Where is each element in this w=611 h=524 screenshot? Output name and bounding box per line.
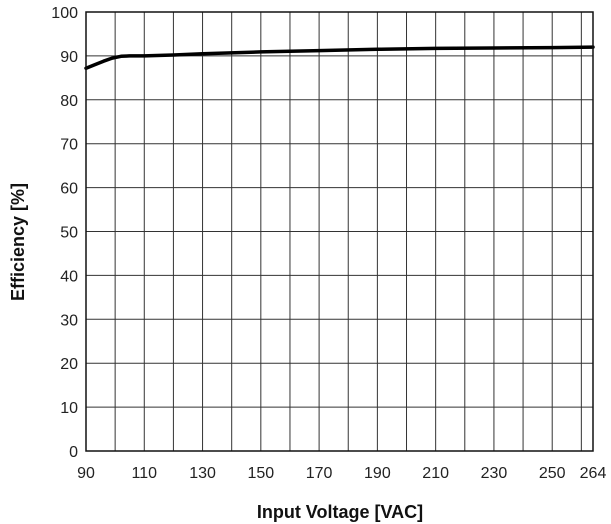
y-tick-label-90: 90 bbox=[60, 49, 78, 66]
x-tick-label-90: 90 bbox=[77, 465, 95, 482]
y-axis-title: Efficiency [%] bbox=[8, 183, 28, 301]
y-tick-label-30: 30 bbox=[60, 312, 78, 329]
y-tick-label-80: 80 bbox=[60, 93, 78, 110]
x-axis-title: Input Voltage [VAC] bbox=[257, 502, 423, 522]
x-tick-label-230: 230 bbox=[481, 465, 508, 482]
plot-frame bbox=[85, 11, 594, 452]
x-tick-label-250: 250 bbox=[539, 465, 566, 482]
x-tick-label-150: 150 bbox=[247, 465, 274, 482]
x-tick-label-170: 170 bbox=[306, 465, 333, 482]
x-tick-label-190: 190 bbox=[364, 465, 391, 482]
y-tick-label-0: 0 bbox=[69, 444, 78, 461]
x-tick-label-210: 210 bbox=[422, 465, 449, 482]
grid-lines bbox=[85, 11, 594, 452]
tick-labels: 90 110 130 150 170 190 210 230 250 264 0 10 20 30 40 50… bbox=[51, 5, 606, 482]
y-tick-label-20: 20 bbox=[60, 356, 78, 373]
y-tick-label-60: 60 bbox=[60, 181, 78, 198]
y-tick-label-100: 100 bbox=[51, 5, 78, 22]
efficiency-line-0 bbox=[84, 45, 595, 70]
x-tick-label-110: 110 bbox=[132, 465, 158, 482]
x-tick-label-264: 264 bbox=[580, 465, 607, 482]
y-tick-label-70: 70 bbox=[60, 137, 78, 154]
x-tick-label-130: 130 bbox=[189, 465, 216, 482]
series-layer bbox=[84, 45, 595, 70]
y-tick-label-10: 10 bbox=[60, 400, 78, 417]
y-tick-label-50: 50 bbox=[60, 225, 78, 242]
y-tick-label-40: 40 bbox=[60, 268, 78, 285]
